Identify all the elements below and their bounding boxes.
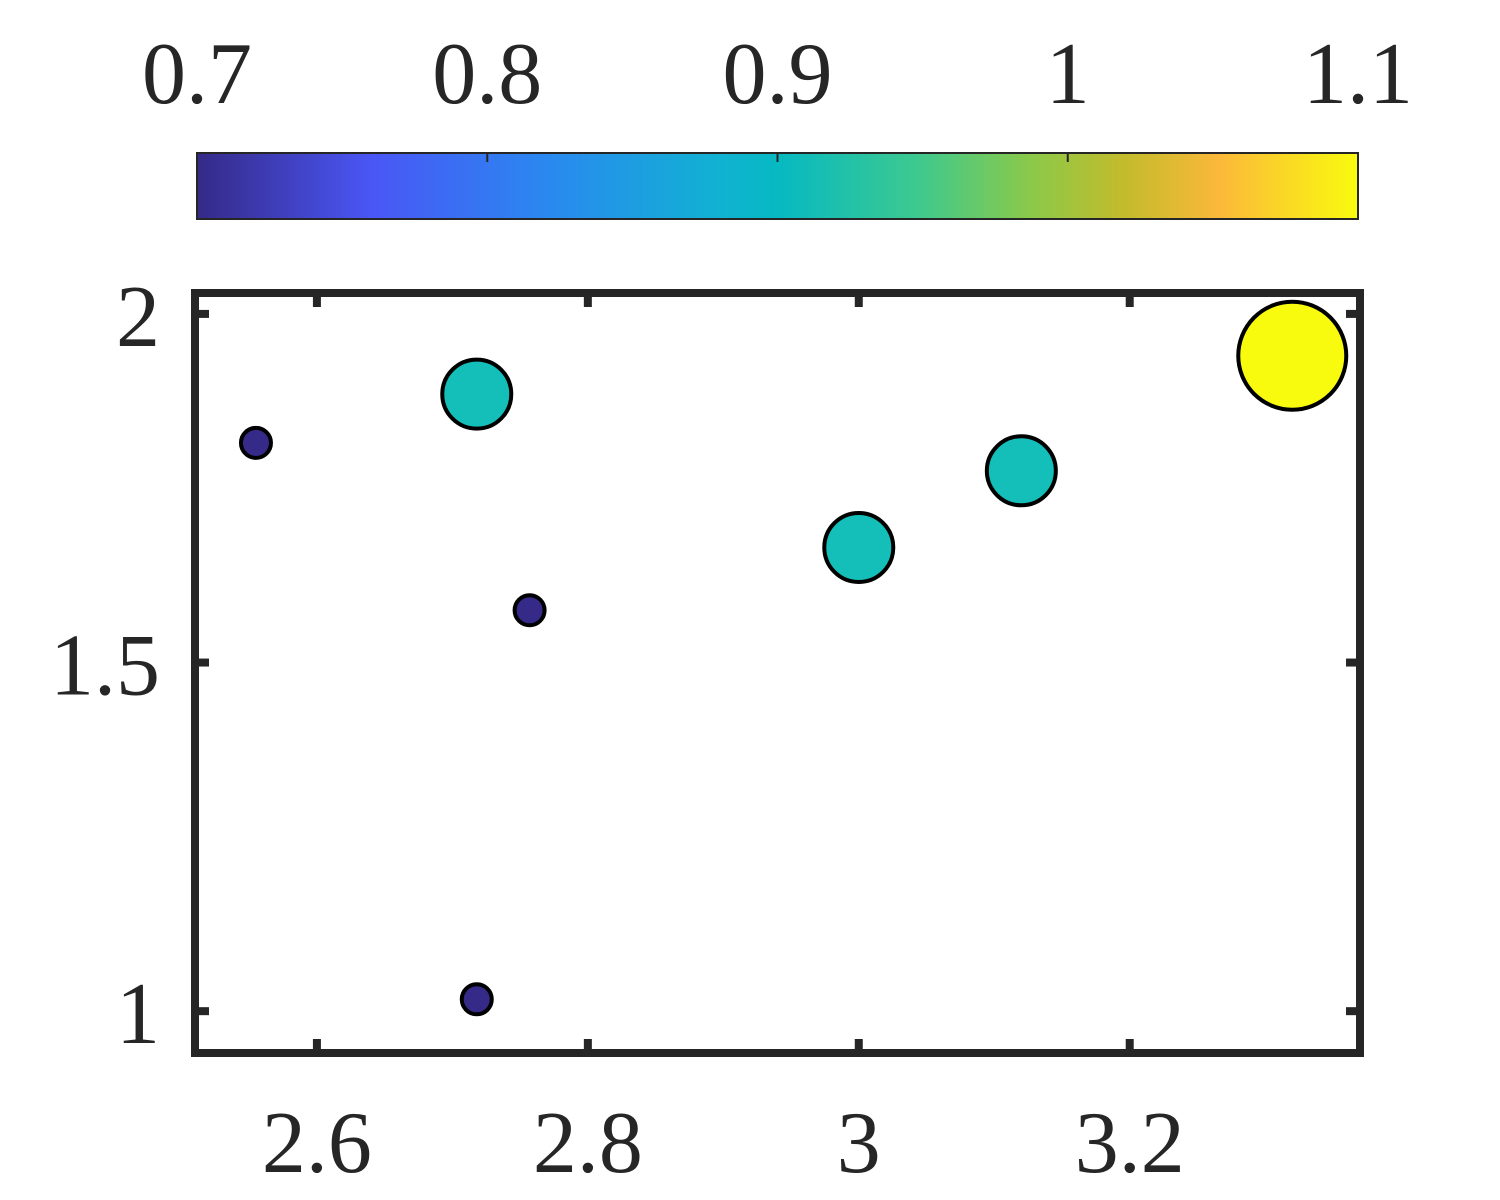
scatter-point (984, 434, 1058, 508)
colorbar-tick-label: 1 (1046, 26, 1090, 123)
scatter-point (459, 982, 494, 1017)
x-tick-label: 2.8 (533, 1095, 643, 1192)
x-tick-label: 3 (837, 1095, 881, 1192)
y-tick-label: 2 (116, 269, 160, 366)
scatter-point (440, 357, 514, 431)
y-tick-label: 1 (116, 966, 160, 1063)
x-tick-label: 3.2 (1075, 1095, 1185, 1192)
scatter-point (238, 425, 273, 460)
colorbar-gradient (196, 152, 1359, 220)
scatter-point (822, 510, 896, 584)
colorbar: 0.7 0.8 0.9 1 1.1 (142, 26, 1413, 220)
colorbar-tick-label: 0.9 (723, 26, 833, 123)
plot-area: 2.6 2.8 3 3.2 1 1.5 2 (50, 269, 1364, 1192)
colorbar-tick-label: 1.1 (1303, 26, 1413, 123)
colorbar-tick-label: 0.8 (432, 26, 542, 123)
scatter-point (1236, 299, 1349, 412)
axes-box (191, 289, 1364, 1057)
y-tick-label: 1.5 (50, 618, 160, 715)
colorbar-tick-label: 0.7 (142, 26, 252, 123)
scatter-point (512, 593, 547, 628)
x-tick-label: 2.6 (262, 1095, 372, 1192)
